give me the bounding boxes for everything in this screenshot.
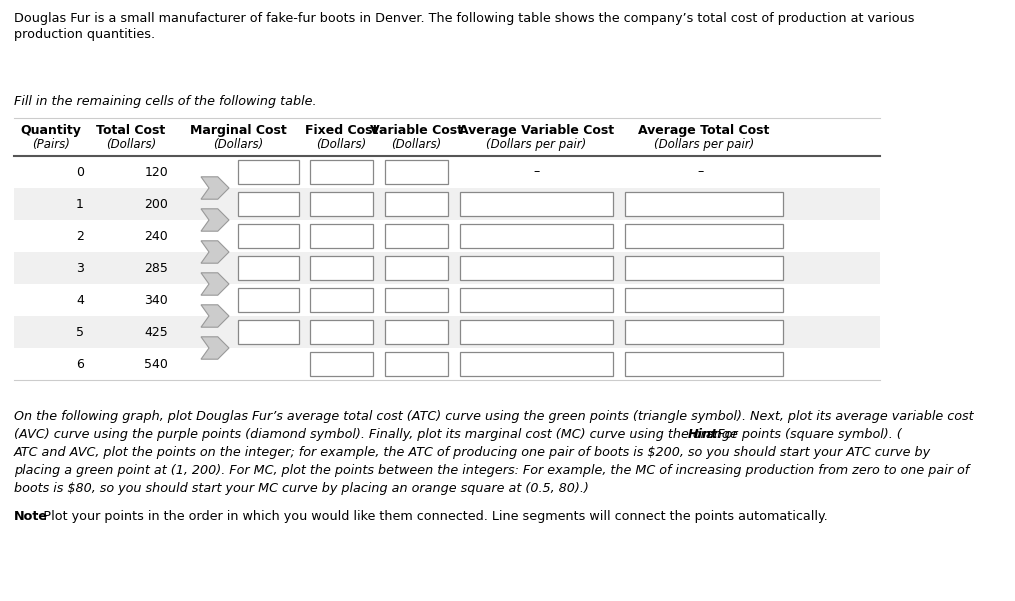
Text: placing a green point at (1, 200). For MC, plot the points between the integers:: placing a green point at (1, 200). For M… [14, 464, 969, 477]
Text: 0: 0 [76, 165, 84, 178]
Bar [625, 256, 783, 280]
Bar [238, 320, 299, 344]
Text: Variable Cost: Variable Cost [370, 124, 463, 137]
Text: (Dollars): (Dollars) [106, 138, 156, 151]
Bar [625, 288, 783, 312]
Bar [238, 224, 299, 248]
Text: (Dollars per pair): (Dollars per pair) [486, 138, 587, 151]
Bar [460, 320, 613, 344]
Bar [14, 156, 880, 188]
Bar [14, 188, 880, 220]
Bar [625, 224, 783, 248]
Text: 3: 3 [76, 261, 84, 275]
Text: Total Cost: Total Cost [96, 124, 165, 137]
Bar [238, 192, 299, 216]
Text: (Pairs): (Pairs) [32, 138, 70, 151]
Bar [310, 320, 373, 344]
Bar [460, 352, 613, 376]
Text: 240: 240 [144, 230, 168, 242]
Polygon shape [201, 273, 229, 295]
Text: Fill in the remaining cells of the following table.: Fill in the remaining cells of the follo… [14, 95, 317, 108]
Text: Fixed Cost: Fixed Cost [304, 124, 379, 137]
Bar [14, 316, 880, 348]
Text: (Dollars): (Dollars) [213, 138, 264, 151]
Text: Douglas Fur is a small manufacturer of fake-fur boots in Denver. The following t: Douglas Fur is a small manufacturer of f… [14, 12, 915, 25]
Text: production quantities.: production quantities. [14, 28, 155, 41]
Text: 4: 4 [76, 293, 84, 307]
Polygon shape [201, 305, 229, 327]
Bar [460, 224, 613, 248]
Text: On the following graph, plot Douglas Fur’s average total cost (ATC) curve using : On the following graph, plot Douglas Fur… [14, 410, 973, 423]
Bar [310, 256, 373, 280]
Polygon shape [201, 209, 229, 231]
Text: 340: 340 [144, 293, 168, 307]
Text: boots is $80, so you should start your MC curve by placing an orange square at (: boots is $80, so you should start your M… [14, 482, 589, 495]
Bar [310, 288, 373, 312]
Bar [14, 220, 880, 252]
Bar [385, 320, 448, 344]
Polygon shape [201, 337, 229, 359]
Bar [460, 192, 613, 216]
Text: (AVC) curve using the purple points (diamond symbol). Finally, plot its marginal: (AVC) curve using the purple points (dia… [14, 428, 901, 441]
Bar [14, 284, 880, 316]
Text: Average Variable Cost: Average Variable Cost [459, 124, 614, 137]
Text: (Dollars per pair): (Dollars per pair) [654, 138, 754, 151]
Bar [625, 192, 783, 216]
Text: 1: 1 [76, 198, 84, 210]
Bar [238, 256, 299, 280]
Bar [310, 352, 373, 376]
Bar [310, 160, 373, 184]
Text: 285: 285 [144, 261, 168, 275]
Text: Quantity: Quantity [20, 124, 81, 137]
Text: 540: 540 [144, 358, 168, 370]
Text: 6: 6 [76, 358, 84, 370]
Text: –: – [533, 165, 540, 178]
Bar [385, 288, 448, 312]
Text: 2: 2 [76, 230, 84, 242]
Text: : For: : For [709, 428, 738, 441]
Bar [385, 256, 448, 280]
Bar [310, 192, 373, 216]
Bar [385, 192, 448, 216]
Bar [460, 256, 613, 280]
Text: (Dollars): (Dollars) [392, 138, 442, 151]
Polygon shape [201, 241, 229, 263]
Text: 200: 200 [144, 198, 168, 210]
Text: Note: Note [14, 510, 48, 523]
Bar [14, 348, 880, 380]
Bar [385, 160, 448, 184]
Text: 425: 425 [144, 326, 168, 338]
Bar [625, 320, 783, 344]
Text: 5: 5 [76, 326, 84, 338]
Bar [460, 288, 613, 312]
Bar [310, 224, 373, 248]
Bar [238, 160, 299, 184]
Text: –: – [697, 165, 704, 178]
Bar [385, 224, 448, 248]
Bar [14, 252, 880, 284]
Bar [625, 352, 783, 376]
Polygon shape [201, 177, 229, 199]
Bar [385, 352, 448, 376]
Bar [238, 288, 299, 312]
Text: : Plot your points in the order in which you would like them connected. Line seg: : Plot your points in the order in which… [36, 510, 828, 523]
Text: (Dollars): (Dollars) [317, 138, 366, 151]
Text: Average Total Cost: Average Total Cost [638, 124, 769, 137]
Text: 120: 120 [144, 165, 168, 178]
Text: Marginal Cost: Marginal Cost [190, 124, 287, 137]
Text: Hint: Hint [688, 428, 719, 441]
Text: ATC and AVC, plot the points on the integer; for example, the ATC of producing o: ATC and AVC, plot the points on the inte… [14, 446, 931, 459]
